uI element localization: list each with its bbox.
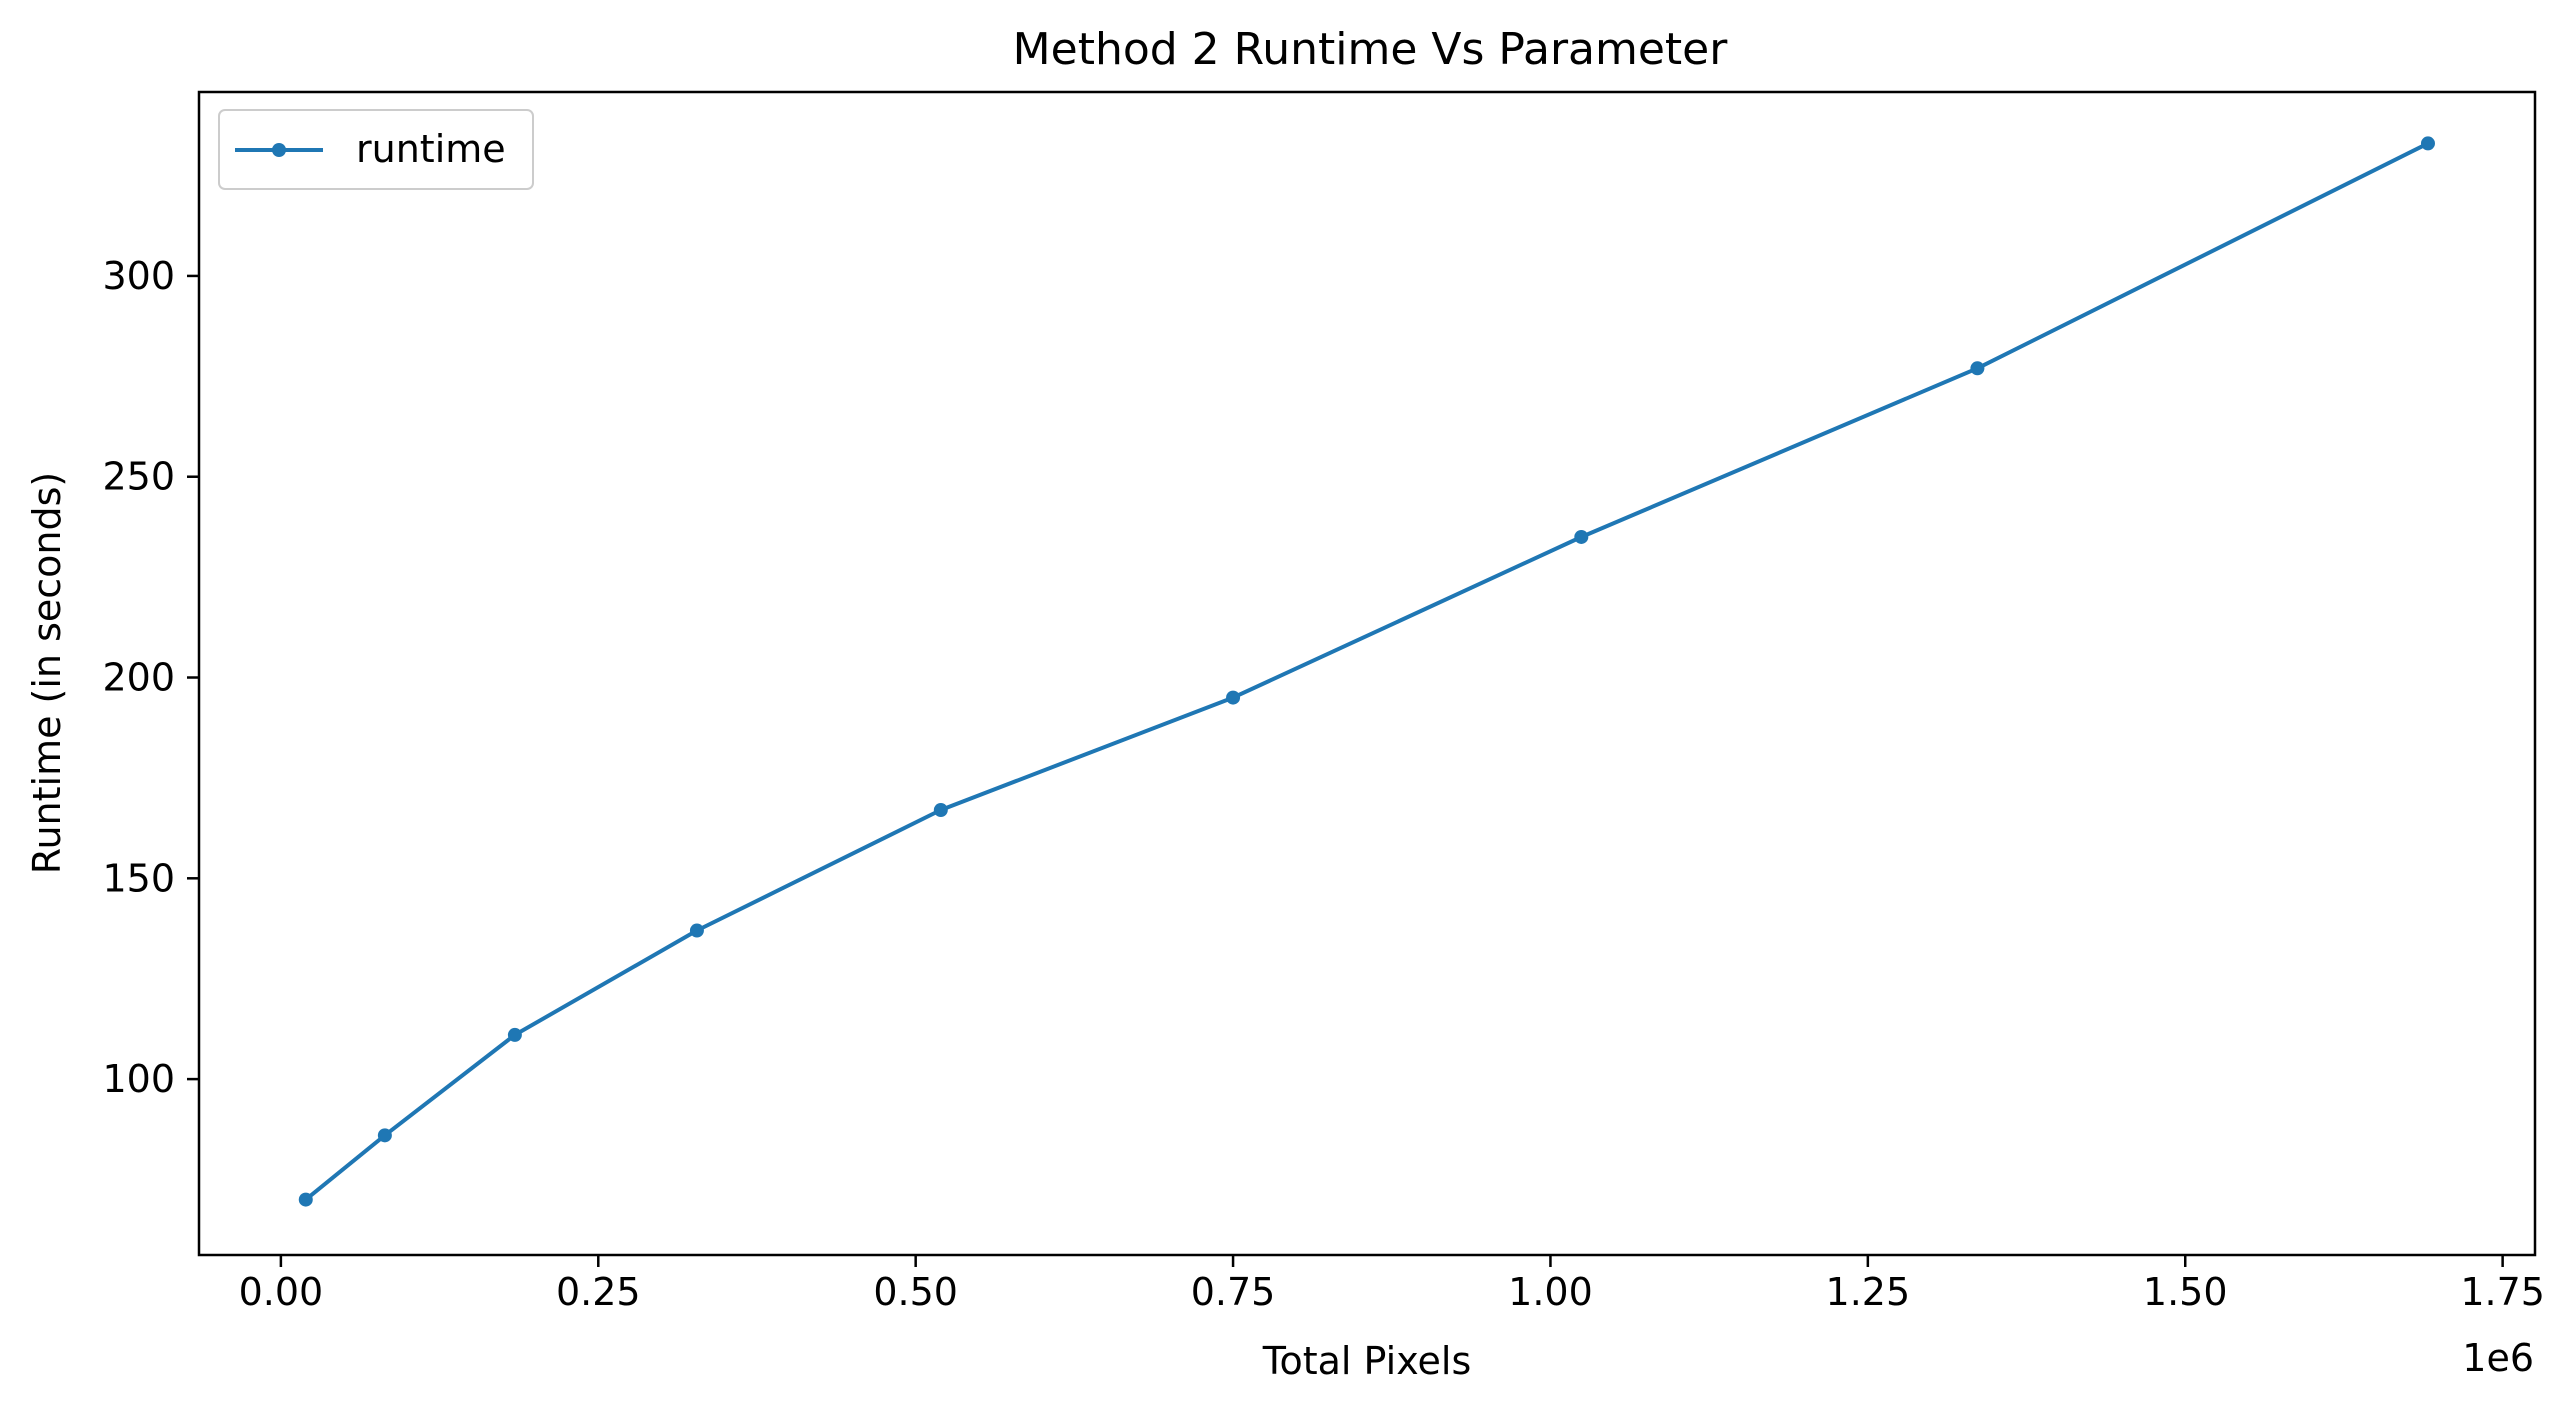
x-tick-label: 1.00	[1508, 1270, 1593, 1314]
y-tick-label: 250	[102, 455, 175, 499]
legend-label-runtime: runtime	[356, 127, 506, 171]
x-tick-label: 0.75	[1191, 1270, 1276, 1314]
x-tick-label: 1.75	[2460, 1270, 2545, 1314]
legend-marker-swatch	[272, 143, 286, 157]
y-tick-label: 100	[102, 1057, 175, 1101]
data-point	[933, 803, 948, 818]
chart-title: Method 2 Runtime Vs Parameter	[1013, 24, 1729, 75]
x-axis-label: Total Pixels	[1262, 1339, 1472, 1383]
legend: runtime	[218, 109, 534, 190]
ticks-layer: 0.00 0.25 0.50 0.75 1.00 1.25 1.50 1.75 100 150 20…	[102, 254, 2544, 1314]
plot-frame	[197, 90, 2537, 1257]
data-point	[298, 1192, 313, 1207]
data-point	[377, 1128, 392, 1143]
y-tick-label: 200	[102, 656, 175, 700]
series-layer	[298, 136, 2435, 1207]
x-tick-label: 0.50	[873, 1270, 958, 1314]
x-tick-label: 0.00	[239, 1270, 324, 1314]
y-axis-label: Runtime (in seconds)	[25, 472, 69, 875]
x-tick-label: 0.25	[556, 1270, 641, 1314]
y-tick-label: 300	[102, 254, 175, 298]
data-point	[2420, 136, 2435, 151]
data-point	[1574, 529, 1589, 544]
data-point	[1226, 690, 1241, 705]
x-tick-label: 1.25	[1826, 1270, 1911, 1314]
data-point	[689, 923, 704, 938]
y-tick-label: 150	[102, 856, 175, 900]
legend-box	[218, 109, 534, 190]
data-point	[507, 1027, 522, 1042]
data-point	[1970, 361, 1985, 376]
x-tick-label: 1.50	[2143, 1270, 2228, 1314]
x-axis-offset-label: 1e6	[2462, 1336, 2534, 1380]
